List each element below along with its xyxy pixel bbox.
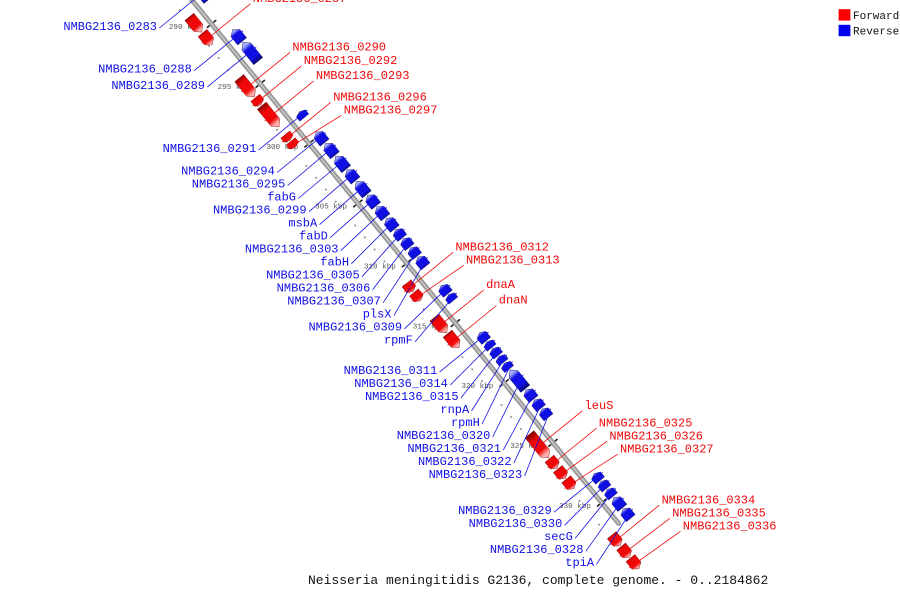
svg-text:NMBG2136_0292: NMBG2136_0292 (304, 54, 398, 68)
svg-text:NMBG2136_0290: NMBG2136_0290 (292, 40, 386, 54)
svg-text:msbA: msbA (288, 217, 318, 231)
svg-text:dnaA: dnaA (486, 278, 516, 292)
svg-text:rnpA: rnpA (440, 403, 470, 417)
svg-text:NMBG2136_0299: NMBG2136_0299 (213, 204, 307, 218)
svg-text:NMBG2136_0307: NMBG2136_0307 (287, 295, 381, 309)
svg-text:NMBG2136_0328: NMBG2136_0328 (490, 543, 584, 557)
svg-text:NMBG2136_0322: NMBG2136_0322 (418, 455, 512, 469)
svg-text:fabD: fabD (299, 230, 328, 244)
svg-text:NMBG2136_0335: NMBG2136_0335 (672, 506, 766, 520)
svg-text:NMBG2136_0313: NMBG2136_0313 (466, 253, 560, 267)
svg-text:320 kbp: 320 kbp (461, 383, 493, 391)
svg-text:NMBG2136_0297: NMBG2136_0297 (344, 103, 438, 117)
svg-text:dnaN: dnaN (499, 294, 528, 308)
svg-text:NMBG2136_0320: NMBG2136_0320 (397, 429, 491, 443)
svg-text:NMBG2136_0294: NMBG2136_0294 (181, 164, 275, 178)
svg-text:NMBG2136_0309: NMBG2136_0309 (308, 321, 402, 335)
svg-text:rpmF: rpmF (384, 334, 413, 348)
svg-text:fabG: fabG (267, 190, 296, 204)
svg-text:leuS: leuS (585, 399, 614, 413)
svg-text:NMBG2136_0315: NMBG2136_0315 (365, 390, 459, 404)
svg-text:NMBG2136_0329: NMBG2136_0329 (458, 504, 552, 518)
svg-text:Forward: Forward (853, 11, 899, 23)
svg-text:NMBG2136_0283: NMBG2136_0283 (63, 20, 157, 34)
svg-text:NMBG2136_0323: NMBG2136_0323 (429, 468, 523, 482)
svg-text:NMBG2136_0334: NMBG2136_0334 (662, 493, 756, 507)
svg-text:plsX: plsX (363, 308, 392, 322)
svg-text:tpiA: tpiA (565, 556, 595, 570)
svg-text:NMBG2136_0326: NMBG2136_0326 (609, 429, 703, 443)
svg-text:NMBG2136_0289: NMBG2136_0289 (111, 79, 205, 93)
svg-text:NMBG2136_0325: NMBG2136_0325 (599, 416, 693, 430)
svg-text:fabH: fabH (320, 256, 349, 270)
svg-text:NMBG2136_0327: NMBG2136_0327 (620, 442, 714, 456)
svg-text:NMBG2136_0330: NMBG2136_0330 (469, 517, 563, 531)
svg-text:NMBG2136_0306: NMBG2136_0306 (277, 282, 371, 296)
svg-text:NMBG2136_0296: NMBG2136_0296 (333, 90, 427, 104)
svg-text:NMBG2136_0295: NMBG2136_0295 (192, 177, 286, 191)
svg-text:NMBG2136_0312: NMBG2136_0312 (455, 240, 549, 254)
svg-text:NMBG2136_0311: NMBG2136_0311 (344, 364, 438, 378)
svg-text:Neisseria meningitidis G2136,: Neisseria meningitidis G2136, complete g… (308, 573, 768, 588)
svg-text:NMBG2136_0314: NMBG2136_0314 (354, 377, 448, 391)
svg-text:NMBG2136_0303: NMBG2136_0303 (245, 243, 339, 257)
svg-text:NMBG2136_0305: NMBG2136_0305 (266, 269, 360, 283)
svg-text:NMBG2136_0293: NMBG2136_0293 (316, 69, 410, 83)
svg-text:NMBG2136_0291: NMBG2136_0291 (163, 142, 257, 156)
svg-text:NMBG2136_0336: NMBG2136_0336 (683, 519, 777, 533)
svg-text:secG: secG (544, 530, 573, 544)
svg-text:NMBG2136_0287: NMBG2136_0287 (253, 0, 347, 6)
svg-text:NMBG2136_0288: NMBG2136_0288 (98, 63, 192, 77)
svg-text:NMBG2136_0321: NMBG2136_0321 (407, 442, 501, 456)
svg-text:rpmH: rpmH (451, 416, 480, 430)
svg-text:Reverse: Reverse (853, 27, 899, 39)
